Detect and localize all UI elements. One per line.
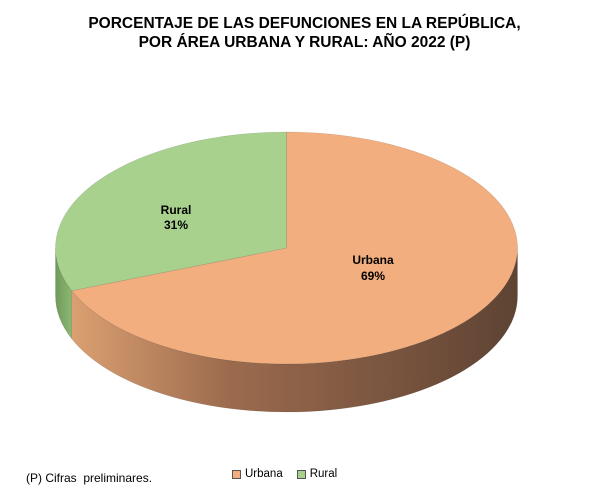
legend-item-urbana: Urbana xyxy=(232,468,283,480)
legend-label-rural: Rural xyxy=(309,468,338,480)
slice-label-rural-value: 31% xyxy=(164,218,188,232)
chart-title-line-1: PORCENTAJE DE LAS DEFUNCIONES EN LA REPÚ… xyxy=(88,15,521,32)
slice-label-urbana-name: Urbana xyxy=(352,253,394,267)
pie-slice-urbana xyxy=(71,131,518,365)
pie-tops xyxy=(55,131,518,365)
footnote: (P) Cifras preliminares. xyxy=(26,471,153,485)
legend-swatch-rural xyxy=(296,469,306,479)
chart-legend: Urbana Rural xyxy=(232,468,351,480)
legend-item-rural: Rural xyxy=(296,468,338,480)
legend-label-urbana: Urbana xyxy=(245,468,283,480)
pie-slice-rural xyxy=(55,131,287,292)
legend-swatch-urbana xyxy=(232,469,241,479)
slice-label-rural-name: Rural xyxy=(161,203,192,217)
chart-title-line-2: POR ÁREA URBANA Y RURAL: AÑO 2022 (P) xyxy=(138,34,471,51)
pie-labels: Rural 31% Urbana 69% xyxy=(161,203,394,283)
chart-title: PORCENTAJE DE LAS DEFUNCIONES EN LA REPÚ… xyxy=(0,14,609,52)
slice-label-urbana-value: 69% xyxy=(361,269,385,283)
